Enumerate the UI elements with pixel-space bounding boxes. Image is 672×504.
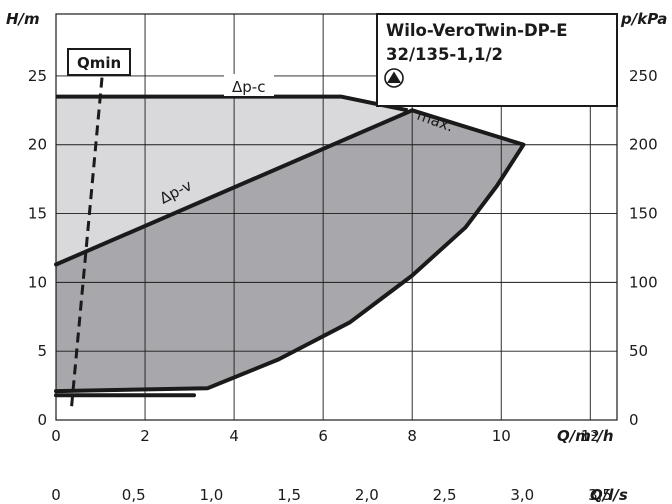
operating-regions [56, 96, 524, 392]
chart-title-line-1: Wilo-VeroTwin-DP-E [386, 21, 568, 40]
series-line-qmin [70, 68, 105, 407]
x2-tick-label-6: 3,0 [510, 486, 534, 504]
x-tick-label-3: 6 [318, 427, 328, 445]
y2-axis-label: p/kPa [620, 10, 667, 28]
x2-tick-label-3: 1,5 [277, 486, 301, 504]
y-tick-label-2: 10 [28, 273, 47, 291]
title-box: Wilo-VeroTwin-DP-E 32/135-1,1/2 [376, 13, 618, 107]
qmin-box: Qmin [67, 48, 131, 76]
y2-tick-label-5: 250 [629, 67, 658, 85]
x-tick-label-0: 0 [51, 427, 61, 445]
x2-tick-label-1: 0,5 [122, 486, 146, 504]
x2-tick-label-0: 0 [51, 486, 61, 504]
plot-frame [55, 13, 618, 421]
y2-tick-label-4: 200 [629, 136, 658, 154]
region-below-dpv [56, 110, 524, 392]
x-tick-label-6: 12 [581, 427, 600, 445]
x-tick-label-4: 8 [407, 427, 417, 445]
y2-tick-label-3: 150 [629, 205, 658, 223]
tick-labels: 0 2 4 6 8 10 12 0 0,5 1,0 1,5 2,0 2,5 3,0 3,5 0 5 10 15 20 2… [28, 67, 658, 504]
x-axis-label: Q/m³/h [557, 427, 614, 445]
chart-title-line-2: 32/135-1,1/2 [386, 45, 503, 64]
x2-tick-label-7: 3,5 [588, 486, 612, 504]
series-line-dpv [54, 108, 415, 267]
y2-tick-label-1: 50 [629, 342, 648, 360]
series-label-dpc: Δp-c [224, 74, 274, 96]
x-tick-label-5: 10 [492, 427, 511, 445]
y-tick-label-1: 5 [37, 342, 47, 360]
x2-axis-label: Q/l/s [590, 486, 628, 504]
y-axis-label: H/m [6, 10, 40, 28]
y-tick-label-0: 0 [37, 411, 47, 429]
x-tick-label-1: 2 [140, 427, 150, 445]
series-line-max [54, 108, 526, 394]
pump-triangle-icon [384, 68, 404, 88]
x2-tick-label-2: 1,0 [199, 486, 223, 504]
x2-tick-label-5: 2,5 [433, 486, 457, 504]
y2-tick-label-2: 100 [629, 273, 658, 291]
y-tick-label-5: 25 [28, 67, 47, 85]
qmin-label: Qmin [77, 54, 121, 72]
svg-text:Δp-c: Δp-c [232, 78, 265, 96]
x-tick-label-2: 4 [229, 427, 239, 445]
x2-tick-label-4: 2,0 [355, 486, 379, 504]
y-tick-label-3: 15 [28, 205, 47, 223]
y2-tick-label-0: 0 [629, 411, 639, 429]
y-tick-label-4: 20 [28, 136, 47, 154]
